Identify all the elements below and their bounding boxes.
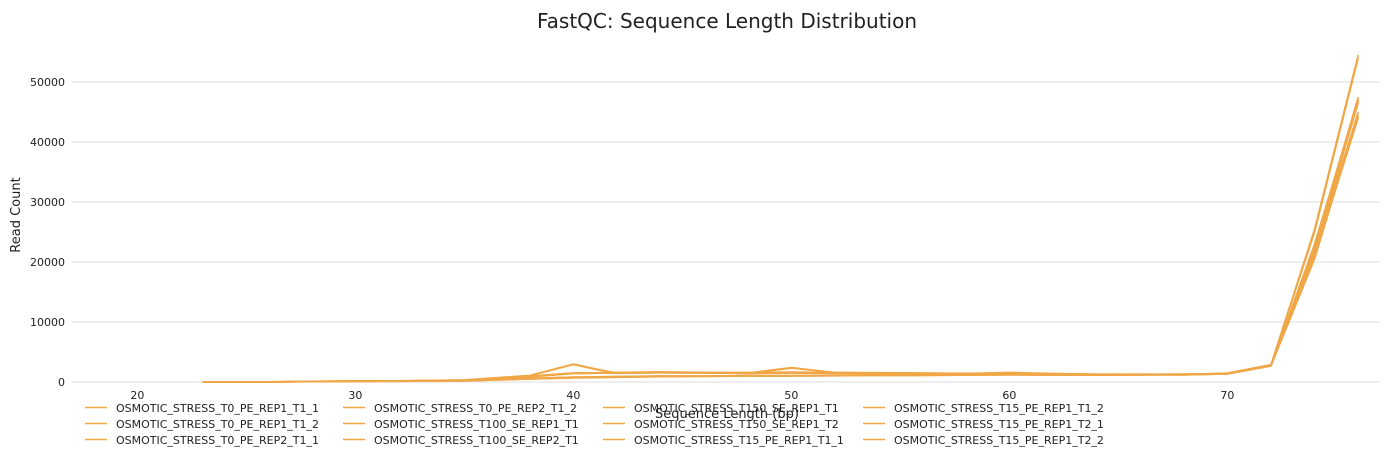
legend-label: OSMOTIC_STRESS_T15_PE_REP1_T2_2 bbox=[894, 434, 1104, 447]
legend-item[interactable]: OSMOTIC_STRESS_T15_PE_REP1_T2_2 bbox=[863, 434, 1104, 447]
series-line bbox=[202, 54, 1359, 383]
legend-label: OSMOTIC_STRESS_T15_PE_REP1_T1_1 bbox=[634, 434, 844, 447]
legend-item[interactable]: OSMOTIC_STRESS_T0_PE_REP2_T1_2 bbox=[343, 402, 577, 415]
legend-item[interactable]: OSMOTIC_STRESS_T15_PE_REP1_T2_1 bbox=[863, 418, 1104, 431]
chart-title: FastQC: Sequence Length Distribution bbox=[537, 9, 917, 33]
legend-label: OSMOTIC_STRESS_T0_PE_REP1_T1_2 bbox=[116, 418, 319, 431]
y-tick-label: 10000 bbox=[30, 316, 65, 329]
y-axis-label: Read Count bbox=[9, 177, 24, 252]
series-line bbox=[202, 114, 1359, 383]
x-axis-label: Sequence Length (bp) bbox=[655, 407, 799, 422]
x-tick-label: 20 bbox=[130, 389, 144, 402]
series-line bbox=[202, 57, 1359, 383]
y-tick-label: 30000 bbox=[30, 196, 65, 209]
x-tick-label: 50 bbox=[784, 389, 798, 402]
x-tick-label: 40 bbox=[566, 389, 580, 402]
legend-item[interactable]: OSMOTIC_STRESS_T100_SE_REP1_T1 bbox=[343, 418, 579, 431]
x-tick-label: 70 bbox=[1220, 389, 1234, 402]
x-axis-ticks: 20 30 40 50 60 70 bbox=[130, 389, 1234, 402]
y-tick-label: 50000 bbox=[30, 76, 65, 89]
legend-item[interactable]: OSMOTIC_STRESS_T150_SE_REP1_T1 bbox=[603, 402, 839, 415]
gridlines bbox=[72, 81, 1380, 383]
series-line bbox=[202, 100, 1359, 383]
legend-label: OSMOTIC_STRESS_T15_PE_REP1_T2_1 bbox=[894, 418, 1104, 431]
legend-item[interactable]: OSMOTIC_STRESS_T0_PE_REP2_T1_1 bbox=[85, 434, 319, 447]
x-tick-label: 30 bbox=[348, 389, 362, 402]
legend-label: OSMOTIC_STRESS_T150_SE_REP1_T2 bbox=[634, 418, 839, 431]
y-tick-label: 0 bbox=[58, 376, 65, 389]
legend-label: OSMOTIC_STRESS_T100_SE_REP2_T1 bbox=[374, 434, 579, 447]
legend-label: OSMOTIC_STRESS_T150_SE_REP1_T1 bbox=[634, 402, 839, 415]
series-line bbox=[202, 96, 1359, 383]
series-line bbox=[202, 98, 1359, 383]
legend-label: OSMOTIC_STRESS_T15_PE_REP1_T1_2 bbox=[894, 402, 1104, 415]
series-lines bbox=[202, 54, 1359, 383]
legend-label: OSMOTIC_STRESS_T0_PE_REP2_T1_2 bbox=[374, 402, 577, 415]
series-line bbox=[202, 116, 1359, 383]
legend-item[interactable]: OSMOTIC_STRESS_T15_PE_REP1_T1_1 bbox=[603, 434, 844, 447]
y-axis-ticks: 0 10000 20000 30000 40000 50000 bbox=[30, 76, 65, 389]
legend-label: OSMOTIC_STRESS_T100_SE_REP1_T1 bbox=[374, 418, 579, 431]
series-line bbox=[202, 100, 1359, 383]
x-tick-label: 60 bbox=[1002, 389, 1016, 402]
legend-label: OSMOTIC_STRESS_T0_PE_REP1_T1_1 bbox=[116, 402, 319, 415]
y-tick-label: 20000 bbox=[30, 256, 65, 269]
legend-item[interactable]: OSMOTIC_STRESS_T0_PE_REP1_T1_2 bbox=[85, 418, 319, 431]
y-tick-label: 40000 bbox=[30, 136, 65, 149]
legend-item[interactable]: OSMOTIC_STRESS_T15_PE_REP1_T1_2 bbox=[863, 402, 1104, 415]
series-line bbox=[202, 111, 1359, 383]
legend: OSMOTIC_STRESS_T0_PE_REP1_T1_1 OSMOTIC_ST… bbox=[85, 402, 1104, 447]
series-line bbox=[202, 102, 1359, 383]
legend-label: OSMOTIC_STRESS_T0_PE_REP2_T1_1 bbox=[116, 434, 319, 447]
series-line bbox=[202, 117, 1359, 383]
legend-item[interactable]: OSMOTIC_STRESS_T0_PE_REP1_T1_1 bbox=[85, 402, 319, 415]
legend-item[interactable]: OSMOTIC_STRESS_T150_SE_REP1_T2 bbox=[603, 418, 839, 431]
legend-item[interactable]: OSMOTIC_STRESS_T100_SE_REP2_T1 bbox=[343, 434, 579, 447]
